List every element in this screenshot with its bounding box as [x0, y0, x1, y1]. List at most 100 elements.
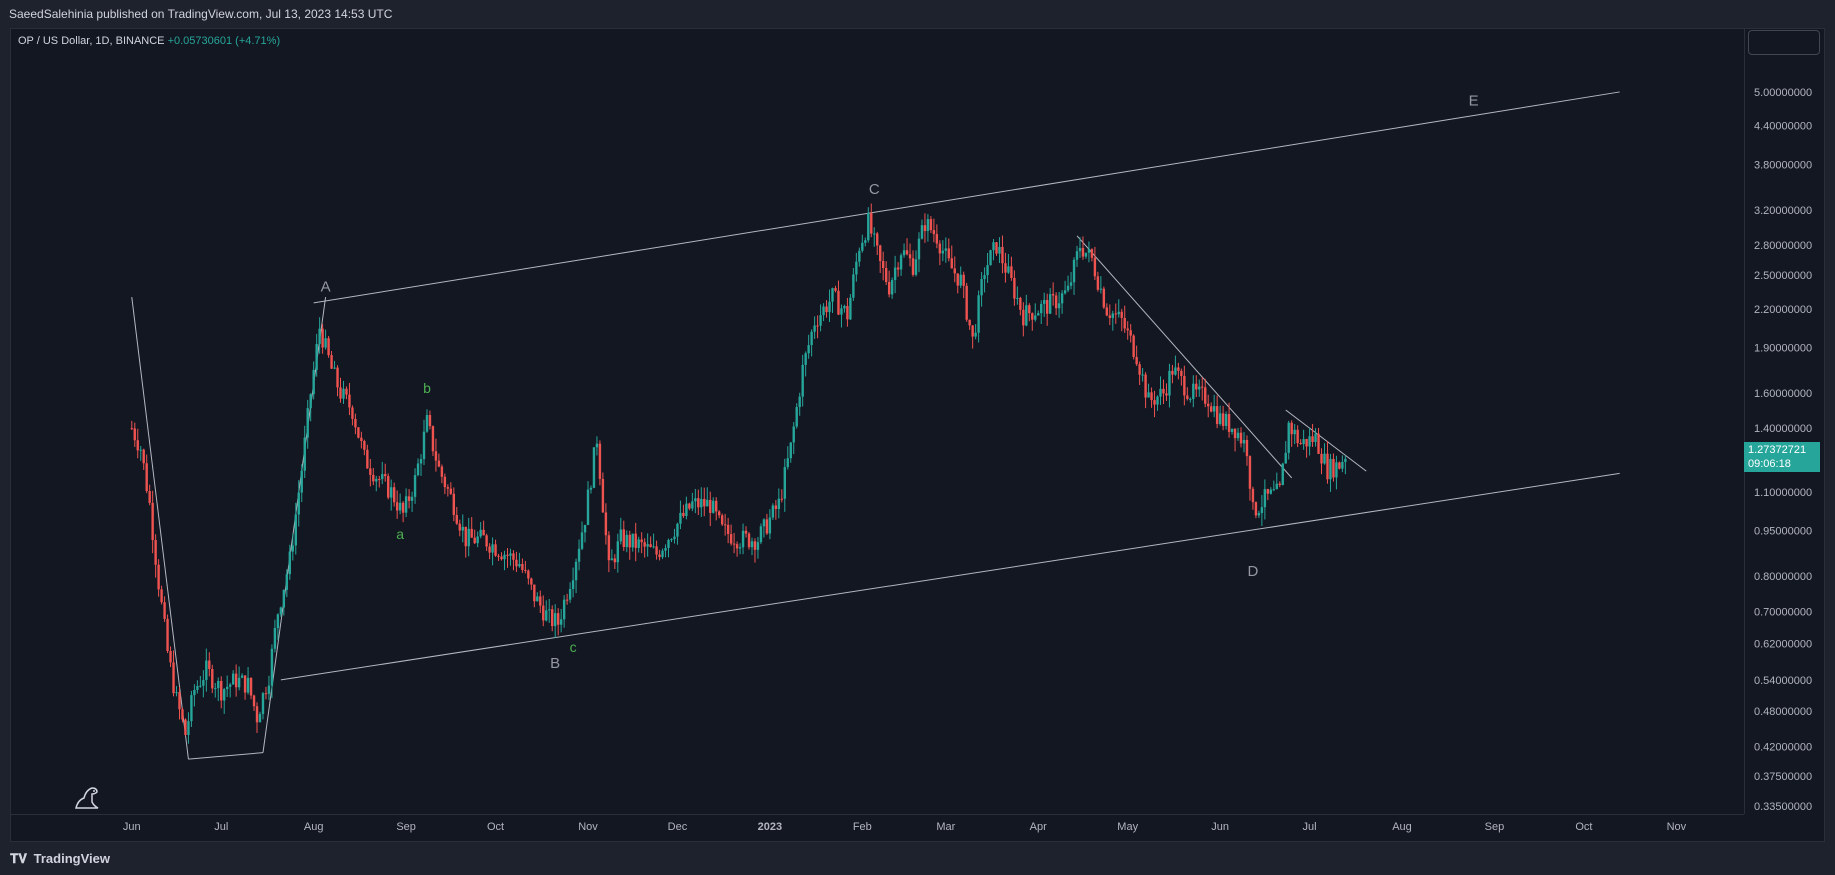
- candle-body: [744, 530, 748, 534]
- candle-body: [1230, 428, 1234, 432]
- candle-body: [667, 539, 670, 549]
- candle-body: [1165, 393, 1168, 396]
- candle-body: [1236, 432, 1240, 439]
- candle-body: [1025, 305, 1028, 326]
- candle-body: [1066, 285, 1070, 291]
- candle-body: [252, 695, 256, 707]
- price-axis[interactable]: [1744, 28, 1825, 814]
- candle-body: [512, 553, 515, 560]
- candle-body: [646, 544, 649, 547]
- candle-body: [142, 449, 145, 464]
- candle-body: [342, 388, 345, 399]
- wave-label: A: [321, 278, 331, 295]
- candle-body: [515, 559, 518, 567]
- candle-body: [1132, 335, 1135, 358]
- candle-body: [864, 240, 867, 243]
- candle-body: [294, 514, 297, 546]
- price-tick-label: 1.40000000: [1754, 423, 1812, 435]
- candle-body: [467, 528, 470, 547]
- candle-body: [586, 489, 590, 525]
- candle-body: [488, 546, 491, 553]
- candle-body: [917, 238, 921, 260]
- candle-body: [372, 474, 375, 482]
- candle-body: [777, 498, 781, 509]
- price-tick-label: 0.95000000: [1754, 526, 1812, 538]
- candle-body: [184, 719, 187, 736]
- candle-body: [261, 693, 265, 714]
- candle-body: [670, 539, 673, 541]
- candle-body: [1031, 313, 1034, 320]
- candle-body: [1072, 259, 1076, 283]
- candle-body: [902, 250, 906, 256]
- candle-body: [1212, 406, 1216, 412]
- candle-body: [664, 548, 667, 551]
- candle-body: [413, 475, 417, 497]
- candle-body: [1251, 488, 1255, 503]
- candle-body: [300, 470, 303, 493]
- candle-body: [503, 554, 506, 560]
- candle-body: [1186, 395, 1189, 399]
- zigzag-line[interactable]: [131, 297, 189, 760]
- time-axis[interactable]: [10, 814, 1744, 843]
- time-tick-label: Jun: [1211, 821, 1229, 833]
- candle-body: [753, 541, 757, 550]
- candle-body: [747, 533, 751, 548]
- candle-body: [977, 295, 980, 333]
- downtrend-line[interactable]: [1076, 235, 1293, 479]
- candle-body: [801, 364, 804, 397]
- time-tick-label: Nov: [578, 821, 598, 833]
- candle-body: [679, 512, 682, 524]
- channel-lower-line[interactable]: [280, 472, 1620, 681]
- candle-body: [321, 328, 324, 348]
- candle-body: [971, 325, 974, 337]
- candle-body: [1150, 392, 1153, 401]
- candle-body: [1338, 462, 1341, 469]
- candle-body: [1126, 328, 1129, 331]
- axis-settings-button[interactable]: [1748, 30, 1820, 55]
- candle-body: [950, 258, 953, 269]
- candle-body: [1129, 330, 1132, 336]
- channel-upper-line[interactable]: [313, 91, 1620, 304]
- zigzag-line[interactable]: [188, 752, 264, 760]
- wave-label: D: [1248, 563, 1259, 580]
- candle-body: [610, 558, 614, 561]
- candle-body: [458, 523, 461, 531]
- price-tick-label: 0.54000000: [1754, 675, 1812, 687]
- candle-body: [1060, 293, 1064, 304]
- candle-body: [715, 500, 718, 512]
- time-tick-label: Apr: [1030, 821, 1047, 833]
- candle-body: [920, 225, 924, 239]
- candle-body: [881, 261, 885, 268]
- candle-body: [819, 315, 822, 326]
- downtrend-line[interactable]: [1285, 409, 1367, 472]
- candle-body: [1084, 252, 1088, 257]
- candle-body: [565, 599, 569, 601]
- candle-body: [509, 553, 512, 556]
- candle-body: [297, 492, 300, 515]
- candle-body: [703, 498, 706, 507]
- tradingview-brand[interactable]: 𝐓𝐕 TradingView: [10, 851, 110, 867]
- candle-body: [849, 297, 852, 320]
- candle-body: [264, 693, 268, 695]
- candle-body: [312, 369, 315, 395]
- candle-body: [1001, 246, 1004, 264]
- candle-body: [449, 488, 453, 494]
- last-price-badge: 1.27372721 09:06:18: [1744, 442, 1820, 472]
- time-tick-label: Nov: [1667, 821, 1687, 833]
- candle-body: [1281, 463, 1284, 485]
- time-tick-label: Sep: [1485, 821, 1505, 833]
- candle-body: [494, 544, 497, 556]
- candle-body: [1093, 257, 1097, 277]
- candle-body: [926, 219, 930, 232]
- candle-body: [1138, 364, 1141, 375]
- chart-pane[interactable]: [10, 28, 1825, 842]
- wave-label: B: [550, 655, 560, 672]
- symbol-title[interactable]: OP / US Dollar, 1D, BINANCE: [18, 35, 165, 47]
- price-axis-ticks: 5.00000000 4.40000000 3.80000000 3.20000000…: [1754, 87, 1812, 813]
- candle-body: [169, 651, 172, 663]
- candle-body: [661, 550, 664, 558]
- price-tick-label: 2.50000000: [1754, 270, 1812, 282]
- zigzag-line[interactable]: [262, 297, 327, 753]
- candle-body: [1314, 433, 1317, 442]
